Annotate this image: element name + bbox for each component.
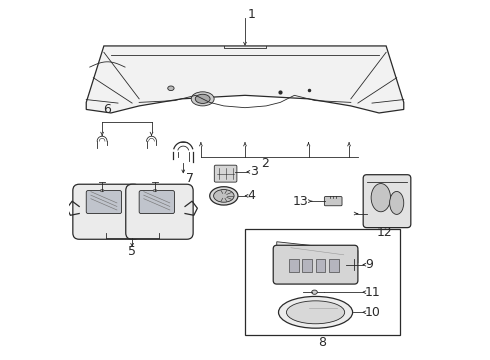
Ellipse shape <box>168 86 174 91</box>
FancyBboxPatch shape <box>73 184 140 239</box>
Polygon shape <box>86 46 404 113</box>
Text: 4: 4 <box>248 189 256 202</box>
Ellipse shape <box>312 290 318 294</box>
Text: 7: 7 <box>186 172 194 185</box>
Text: 6: 6 <box>103 103 111 116</box>
Ellipse shape <box>390 192 404 215</box>
Text: 13: 13 <box>293 195 308 208</box>
Text: 12: 12 <box>376 226 392 239</box>
Text: 10: 10 <box>365 306 381 319</box>
Text: 1: 1 <box>247 8 255 21</box>
Text: 9: 9 <box>365 258 373 271</box>
Bar <box>302 259 312 273</box>
Bar <box>245 229 400 335</box>
Polygon shape <box>277 242 358 263</box>
FancyBboxPatch shape <box>86 190 122 213</box>
FancyBboxPatch shape <box>126 184 193 239</box>
FancyBboxPatch shape <box>324 197 342 206</box>
Ellipse shape <box>214 189 234 202</box>
Ellipse shape <box>100 189 104 192</box>
Text: 11: 11 <box>365 286 381 299</box>
FancyBboxPatch shape <box>273 245 358 284</box>
Ellipse shape <box>210 187 238 205</box>
Text: 3: 3 <box>249 165 257 179</box>
Ellipse shape <box>195 94 210 103</box>
Text: 8: 8 <box>318 337 327 350</box>
FancyBboxPatch shape <box>363 175 411 228</box>
Ellipse shape <box>371 184 391 212</box>
Text: 5: 5 <box>128 245 136 258</box>
Bar <box>289 259 299 273</box>
Bar <box>316 259 325 273</box>
Ellipse shape <box>287 301 344 324</box>
Ellipse shape <box>153 189 157 192</box>
FancyBboxPatch shape <box>214 165 237 182</box>
Ellipse shape <box>191 92 214 106</box>
Ellipse shape <box>278 296 353 328</box>
Bar <box>329 259 339 273</box>
Text: 2: 2 <box>261 157 269 170</box>
FancyBboxPatch shape <box>139 190 174 213</box>
